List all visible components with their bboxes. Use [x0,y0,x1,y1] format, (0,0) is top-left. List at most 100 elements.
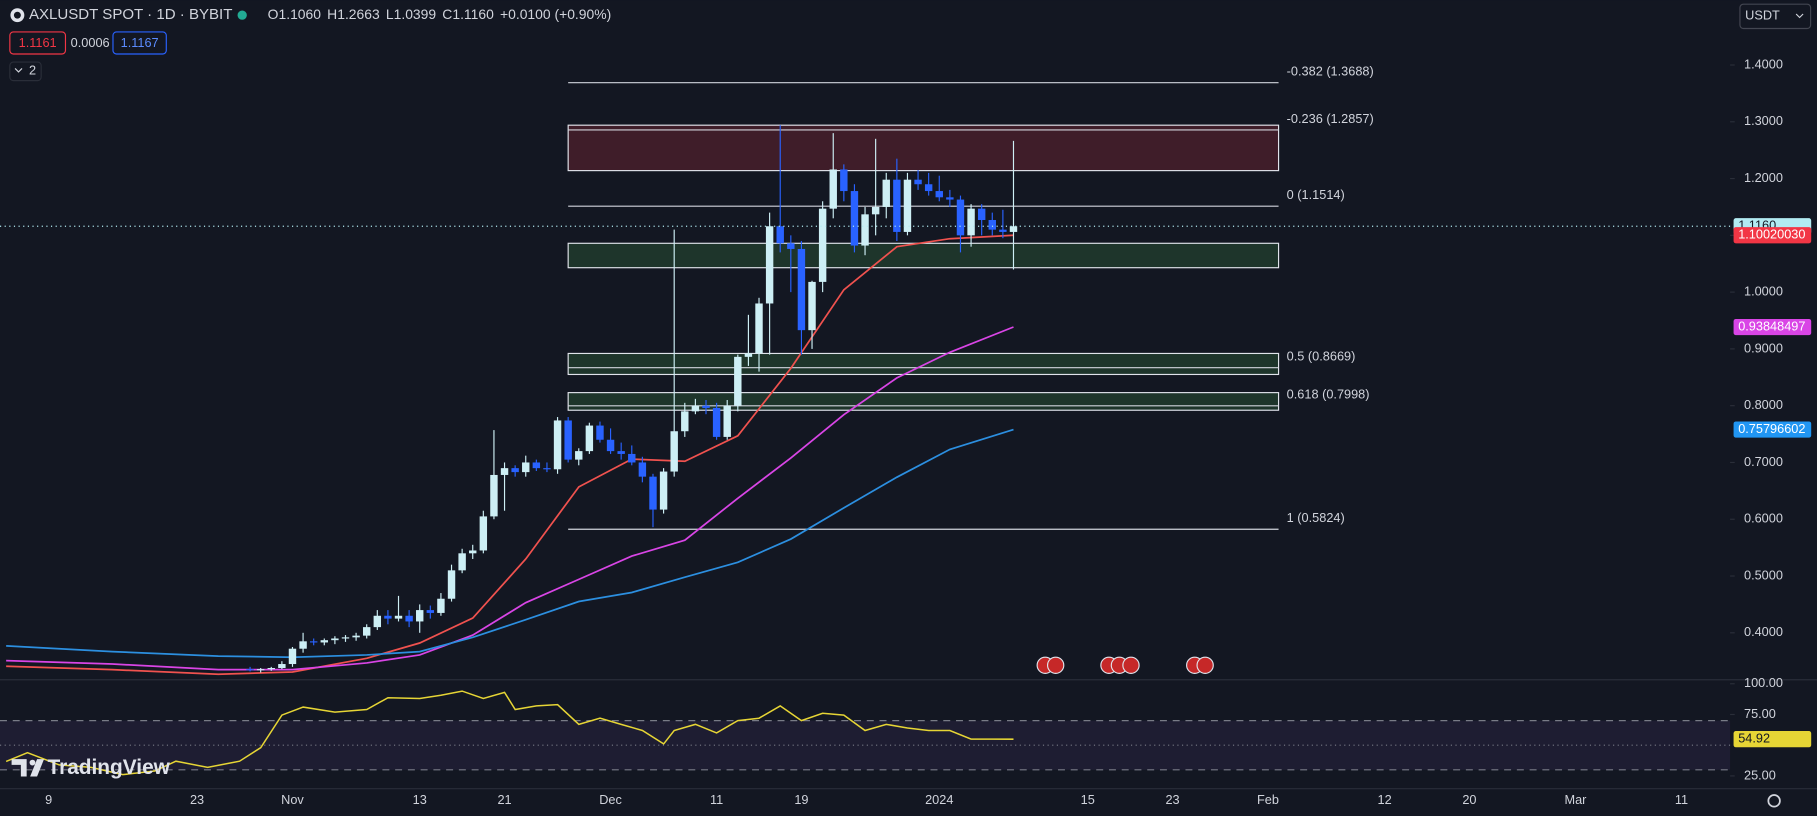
fib-label: 1 (0.5824) [1287,510,1345,525]
plot-area: 9 23 Nov 13 21 Dec 11 19 2024 15 23 Feb 12 20 Mar 11 1.4… [0,56,1812,807]
price-label: 0.75796602 [1738,421,1805,436]
candle-body [659,471,668,510]
candle-body [469,550,477,554]
indicators-box [9,61,42,82]
y-tick-label: 0.8000 [1744,397,1783,412]
event-icon[interactable] [1122,656,1140,674]
moving-average [6,234,1014,676]
ohlc-value: 1.1060 [278,6,321,22]
price-label-bg [1733,318,1812,336]
candle-body [893,179,901,232]
event-icon[interactable] [1196,656,1214,674]
price-label: 1.10020030 [1738,227,1805,242]
y-tick-label: 1.2000 [1744,170,1783,185]
candle-body [871,206,880,215]
currency[interactable]: USDT [1745,8,1780,23]
watermark-logo-dot [29,759,36,766]
ohlc-key: L [386,6,394,22]
fib-label: -0.382 (1.3688) [1287,64,1374,79]
ohlc-key: H [327,6,337,22]
candle-body [882,179,890,207]
symbol-header[interactable]: AXLUSDT SPOT · 1D · BYBIT [10,6,247,23]
zone [567,242,1280,269]
candle-body [394,615,403,619]
y-tick-label: 100.00 [1744,675,1783,690]
x-tick-label: Nov [281,792,304,807]
price-label-bg [1733,421,1812,438]
candle-body [808,281,816,331]
bid-price[interactable]: 1.1161 [19,35,57,50]
x-tick-label: 2024 [925,792,953,807]
x-tick-label: 11 [710,792,723,807]
candle-body [500,468,509,475]
candle-body [490,474,498,517]
market-status [237,10,247,20]
candle-body [585,425,594,452]
candle-body [956,199,965,236]
x-tick-label: 13 [413,792,427,807]
settings-button[interactable] [1767,794,1781,808]
candle-body [458,553,466,571]
candle-body [755,303,763,354]
candle-body [765,226,774,304]
candle-body [691,405,700,412]
x-tick-label: 23 [1165,792,1179,807]
currency-dropdown[interactable]: USDT [1739,3,1812,30]
y-tick-label: 75.00 [1744,706,1776,721]
x-tick-label: 19 [794,792,808,807]
x-tick-label: 11 [1675,792,1688,807]
candle-body [967,208,975,236]
fib-label: 0.618 (0.7998) [1287,387,1370,402]
event-markers[interactable] [1036,656,1214,674]
x-tick-label: 12 [1378,792,1392,807]
bid-button[interactable]: 1.1161 [9,31,67,55]
y-tick-label: 25.00 [1744,767,1776,782]
zone [567,124,1280,172]
indicators-toggle[interactable]: 2 [9,61,42,82]
candle-body [553,420,562,470]
candle-body [999,229,1007,232]
ask-button[interactable]: 1.1167 [112,31,167,55]
candle-body [341,637,350,639]
candle-body [924,184,933,192]
candle-body [256,669,265,671]
y-tick-label: 0.7000 [1744,454,1783,469]
x-tick-label: Feb [1257,792,1279,807]
symbol-title[interactable]: AXLUSDT SPOT · 1D · BYBIT [29,6,232,23]
symbol-icon-inner [13,11,21,19]
candle-body [246,669,254,671]
moving-average [6,326,1014,671]
watermark-text: TradingView [48,756,171,779]
ohlc-readout: O1.1060 H1.2663 L1.0399 C1.1160 +0.0100 … [268,6,612,22]
ohlc-value: 1.0399 [394,6,437,22]
candle-body [373,615,382,628]
candle-body [278,664,286,669]
candle-body [946,197,954,200]
candle-body [903,179,912,232]
indicators-count[interactable]: 2 [29,63,36,78]
candle-body [681,411,689,432]
ohlc-value: 1.2663 [337,6,380,22]
settings-icon[interactable] [1767,794,1781,808]
candle-body [331,638,339,641]
y-tick-label: 0.6000 [1744,511,1783,526]
ohlc-key: C [442,6,452,22]
event-icon[interactable] [1046,656,1065,674]
candle-body [352,635,360,638]
ask-price[interactable]: 1.1167 [121,35,159,50]
candle-body [606,439,615,452]
fib-label: -0.236 (1.2857) [1287,111,1374,126]
rsi-value-label: 54.92 [1738,731,1770,746]
candle-body [670,431,678,472]
candle-body [744,353,753,357]
candle-body [638,462,647,477]
candle-body [543,468,551,470]
candle-body [712,407,721,437]
candle-body [734,356,742,406]
x-tick-label: 23 [190,792,204,807]
price-label-bg [1733,227,1812,244]
y-tick-label: 1.0000 [1744,283,1783,298]
candle-body [479,516,488,551]
candle-body [447,570,456,599]
